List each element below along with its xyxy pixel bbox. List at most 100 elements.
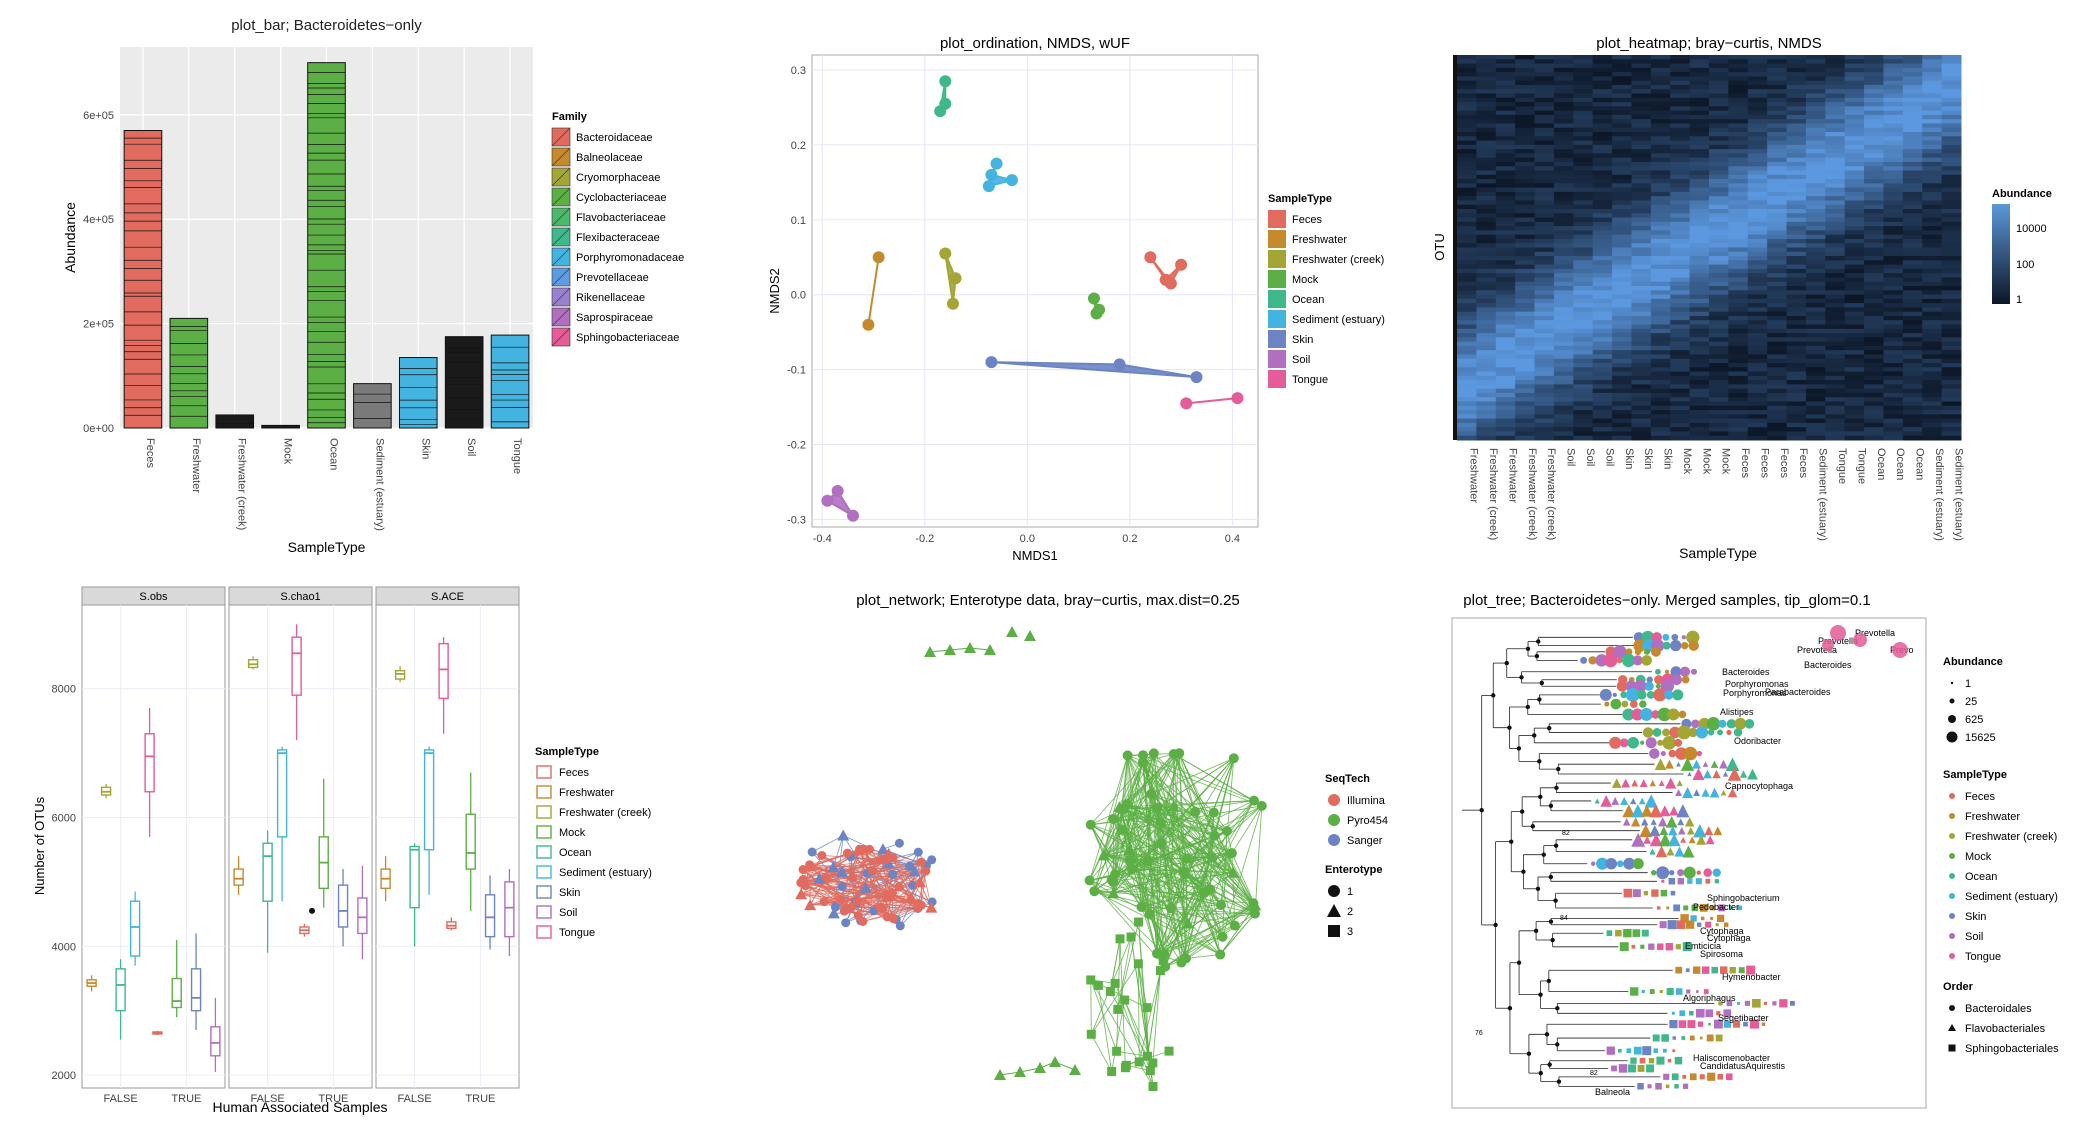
heatmap-cell <box>1728 298 1749 304</box>
heatmap-cell <box>1767 217 1788 223</box>
heatmap-cell <box>1902 337 1923 343</box>
heatmap-cell <box>1864 221 1884 227</box>
heatmap-cell <box>1883 170 1904 176</box>
heatmap-cell <box>1631 106 1652 112</box>
heatmap-cell <box>1728 213 1749 219</box>
heatmap-cell <box>1805 67 1826 73</box>
heatmap-cell <box>1689 294 1710 300</box>
heatmap-cell <box>1728 80 1749 86</box>
tip-marker <box>1685 920 1695 929</box>
heatmap-cell <box>1534 161 1555 167</box>
heatmap-cell <box>1670 166 1691 171</box>
heatmap-cell <box>1844 170 1865 176</box>
heatmap-cell <box>1573 371 1594 377</box>
heatmap-cell <box>1805 414 1826 420</box>
tip-marker <box>1665 815 1678 828</box>
heatmap-cell <box>1922 140 1943 146</box>
heatmap-cell <box>1476 431 1497 437</box>
heatmap-cell <box>1476 187 1497 193</box>
heatmap-cell <box>1592 418 1613 424</box>
tip-marker <box>1640 804 1653 817</box>
heatmap-cell <box>1553 144 1574 150</box>
network-node <box>1136 901 1147 912</box>
heatmap-cell <box>1747 127 1768 133</box>
legend-title: Abundance <box>1992 188 2052 200</box>
heatmap-cell <box>1495 371 1516 377</box>
y-tick-label: 6e+05 <box>83 110 114 122</box>
network-edge <box>1183 852 1233 871</box>
heatmap-cell <box>1553 59 1574 65</box>
tip-marker <box>1669 869 1675 876</box>
heatmap-cell <box>1495 358 1516 364</box>
heatmap-cell <box>1631 435 1652 441</box>
heatmap-cell <box>1612 405 1632 411</box>
network-edge <box>1090 824 1182 963</box>
heatmap-cell <box>1883 380 1904 385</box>
heatmap-cell <box>1476 213 1497 219</box>
heatmap-cell <box>1476 268 1497 274</box>
network-node <box>1248 795 1259 806</box>
bar <box>169 317 209 429</box>
tip-marker <box>1580 656 1588 664</box>
heatmap-cell <box>1534 392 1555 398</box>
heatmap-cell <box>1515 290 1536 296</box>
heatmap-cell <box>1883 345 1904 351</box>
heatmap-cell <box>1786 127 1807 133</box>
tip-marker <box>1682 1074 1687 1079</box>
heatmap-cell <box>1805 89 1826 94</box>
tree-node <box>1535 886 1541 891</box>
heatmap-cell <box>1612 256 1632 261</box>
network-edge <box>1209 812 1215 890</box>
heatmap-cell <box>1689 187 1710 193</box>
heatmap-cell <box>1709 59 1729 65</box>
heatmap-cell <box>1631 110 1652 116</box>
heatmap-cell <box>1767 234 1788 240</box>
heatmap-cell <box>1709 55 1729 60</box>
heatmap-cell <box>1689 371 1710 377</box>
x-tick-label: Ocean <box>1894 448 1906 480</box>
heatmap-cell <box>1922 290 1943 296</box>
network-node <box>804 899 817 911</box>
legend-label: Balneolaceae <box>576 152 643 164</box>
heatmap-cell <box>1941 435 1962 441</box>
heatmap-cell <box>1592 311 1613 317</box>
heatmap-cell <box>1592 324 1613 330</box>
network-edge <box>1127 754 1262 807</box>
heatmap-cell <box>1534 55 1555 60</box>
heatmap-cell <box>1883 324 1904 330</box>
heatmap-cell <box>1515 119 1536 124</box>
heatmap-cell <box>1534 119 1555 124</box>
heatmap-cell <box>1844 320 1865 325</box>
heatmap-cell <box>1805 354 1826 360</box>
heatmap-cell <box>1902 161 1923 167</box>
heatmap-cell <box>1786 200 1807 206</box>
tip-marker <box>1716 1011 1721 1016</box>
heatmap-cell <box>1534 247 1555 253</box>
heatmap-cell <box>1767 97 1788 103</box>
heatmap-cell <box>1515 157 1536 163</box>
heatmap-cell <box>1573 76 1594 82</box>
heatmap-cell <box>1728 183 1749 189</box>
heatmap-cell <box>1495 183 1516 189</box>
heatmap-cell <box>1941 375 1962 381</box>
network-edge <box>1090 979 1118 1052</box>
network-edge <box>1186 858 1221 955</box>
tip-marker <box>1699 1074 1705 1080</box>
network-edge <box>1156 904 1222 954</box>
heatmap-cell <box>1670 55 1691 60</box>
heatmap-cell <box>1767 388 1788 394</box>
tip-marker <box>1662 641 1671 650</box>
heatmap-cell <box>1650 72 1671 77</box>
heatmap-cell <box>1728 268 1749 274</box>
heatmap-cell <box>1650 350 1671 355</box>
x-axis-label: SampleType <box>1679 545 1757 561</box>
heatmap-cell <box>1612 294 1632 300</box>
heatmap-cell <box>1805 63 1826 69</box>
network-edge <box>821 855 919 909</box>
heatmap-cell <box>1573 303 1594 308</box>
heatmap-cell <box>1592 226 1613 231</box>
heatmap-cell <box>1786 59 1807 65</box>
tip-marker <box>1596 857 1609 870</box>
heatmap-cell <box>1612 72 1632 77</box>
